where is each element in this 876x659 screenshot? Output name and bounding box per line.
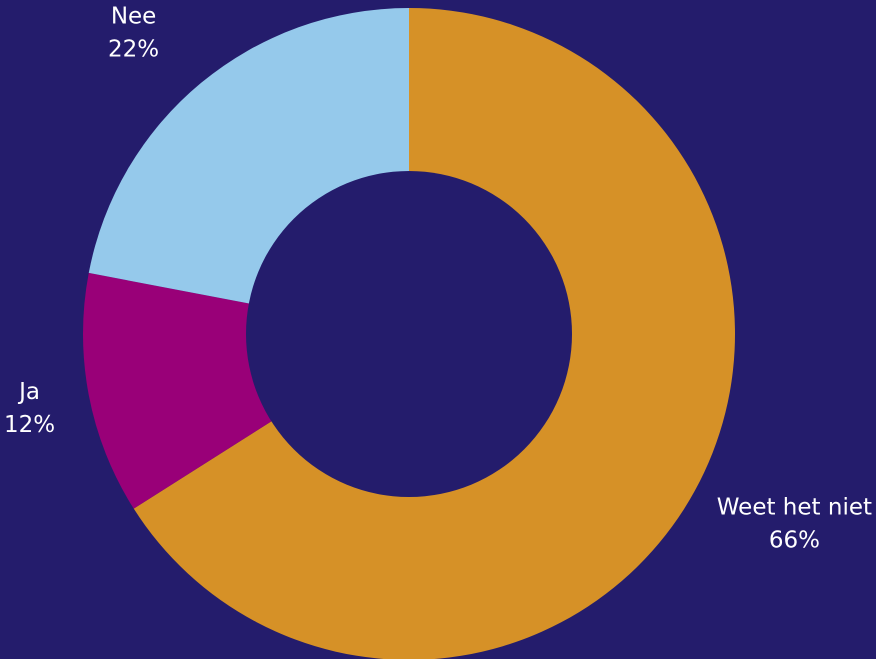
slice-percent-label: 22% <box>108 37 159 63</box>
donut-hole <box>246 171 572 497</box>
slice-percent-label: 66% <box>769 527 820 553</box>
slice-category-label: Ja <box>17 379 40 405</box>
slice-label-ja: Ja 12% <box>4 379 55 438</box>
slice-label-weet-het-niet: Weet het niet 66% <box>717 494 872 553</box>
slice-category-label: Nee <box>111 4 157 30</box>
slice-percent-label: 12% <box>4 412 55 438</box>
slice-label-nee: Nee 22% <box>108 4 159 63</box>
slice-category-label: Weet het niet <box>717 494 872 520</box>
labels-layer: Weet het niet 66% Ja 12% Nee 22% <box>4 4 872 554</box>
